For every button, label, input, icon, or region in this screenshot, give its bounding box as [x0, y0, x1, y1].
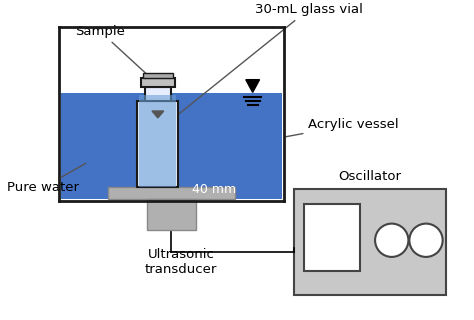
Circle shape: [410, 224, 443, 257]
Text: Acrylic vessel: Acrylic vessel: [285, 118, 399, 137]
Polygon shape: [152, 111, 164, 118]
Bar: [137, 101, 178, 188]
Text: Sample: Sample: [75, 25, 154, 81]
Bar: [294, 189, 446, 295]
Bar: [141, 78, 174, 87]
Text: Ultrasonic
transducer: Ultrasonic transducer: [145, 248, 218, 276]
Bar: [61, 93, 282, 199]
Bar: [139, 95, 176, 188]
Bar: [143, 73, 173, 78]
Bar: [108, 188, 235, 199]
Bar: [145, 87, 171, 101]
Text: 40 mm: 40 mm: [192, 183, 236, 196]
Bar: [303, 204, 360, 271]
Bar: [147, 199, 196, 230]
Text: Pure water: Pure water: [7, 163, 86, 194]
Circle shape: [375, 224, 409, 257]
Text: 30-mL glass vial: 30-mL glass vial: [179, 3, 363, 114]
Text: Oscillator: Oscillator: [338, 171, 401, 183]
Polygon shape: [246, 80, 260, 92]
